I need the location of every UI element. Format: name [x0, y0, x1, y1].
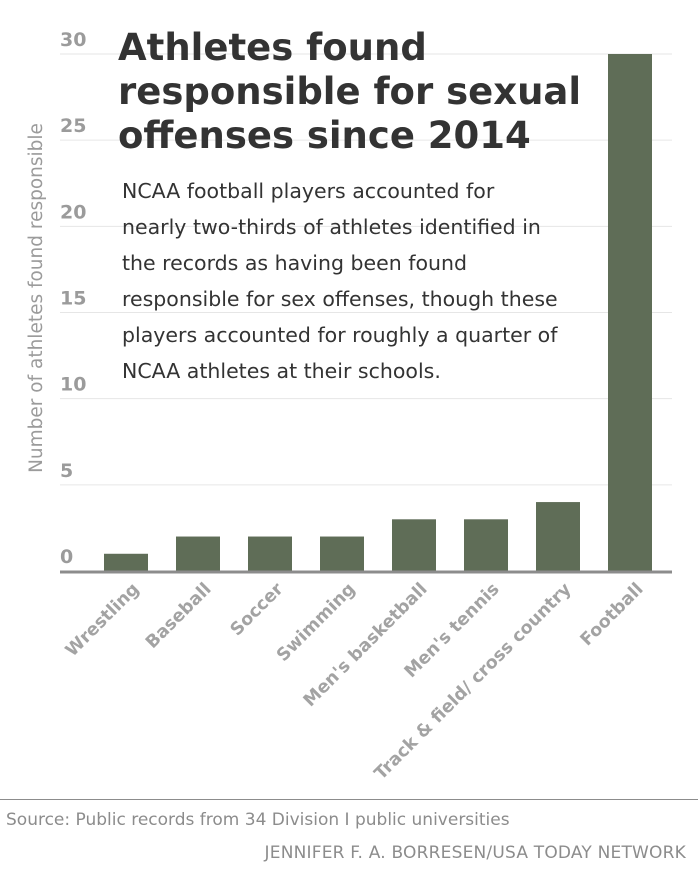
y-axis-label: Number of athletes found responsible	[26, 123, 47, 473]
bar	[608, 54, 652, 571]
y-tick-label: 20	[60, 201, 86, 223]
x-tick-label: Men's basketball	[300, 579, 432, 711]
y-tick-label: 10	[60, 374, 86, 396]
x-tick-label: Baseball	[142, 579, 215, 652]
credit-line: JENNIFER F. A. BORRESEN/USA TODAY NETWOR…	[264, 843, 686, 863]
gridlines	[60, 53, 672, 486]
bar	[248, 536, 292, 571]
y-tick-label: 5	[60, 460, 73, 482]
bars	[104, 54, 652, 571]
footer-divider	[0, 799, 698, 800]
y-tick-label: 25	[60, 115, 86, 137]
bar	[104, 553, 148, 571]
bar	[464, 519, 508, 571]
bar	[176, 536, 220, 571]
x-tick-label: Wrestling	[62, 579, 144, 661]
source-note: Source: Public records from 34 Division …	[6, 810, 510, 830]
y-tick-label: 0	[60, 546, 73, 568]
bar	[320, 536, 364, 571]
chart-title: Athletes found responsible for sexual of…	[118, 26, 582, 157]
bar	[536, 502, 580, 571]
chart-subtitle: NCAA football players accounted for near…	[122, 179, 558, 383]
y-tick-labels: 0 5 10 15 20 25 30	[60, 29, 86, 568]
y-tick-label: 15	[60, 288, 86, 310]
y-tick-label: 30	[60, 29, 86, 51]
x-tick-label: Soccer	[227, 579, 288, 640]
bar	[392, 519, 436, 571]
x-tick-label: Football	[577, 579, 648, 650]
